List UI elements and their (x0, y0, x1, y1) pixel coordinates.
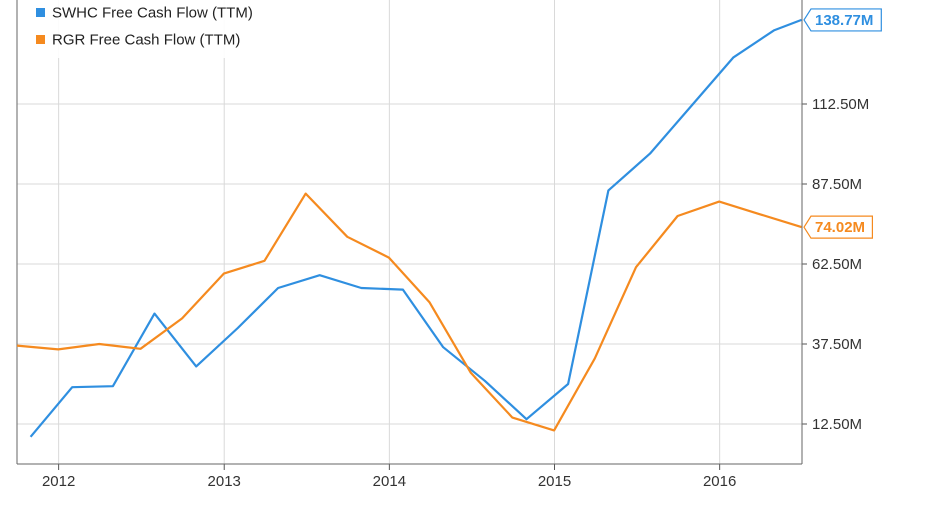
legend-label: SWHC Free Cash Flow (TTM) (52, 5, 253, 22)
axes: 12.50M 37.50M 62.50M 87.50M 112.50M 2012 2013 2… (16, 0, 869, 490)
x-tick-label: 2012 (42, 473, 75, 490)
x-tick-label: 2014 (373, 473, 406, 490)
x-tick-label: 2015 (538, 473, 571, 490)
end-labels: 138.77M 74.02M (803, 8, 882, 239)
end-label-box (803, 215, 873, 239)
x-tick-label: 2013 (208, 473, 241, 490)
end-label-value: 138.77M (815, 12, 873, 29)
legend-background (22, 0, 328, 58)
end-label-box (803, 8, 882, 32)
y-tick-label: 87.50M (812, 176, 862, 193)
y-tick-label: 12.50M (812, 416, 862, 433)
end-label-value: 74.02M (815, 219, 865, 236)
x-tick-label: 2016 (703, 473, 736, 490)
y-tick-label: 37.50M (812, 336, 862, 353)
series-lines (16, 18, 802, 438)
gridlines (17, 0, 802, 464)
y-tick-label: 62.50M (812, 256, 862, 273)
legend-label: RGR Free Cash Flow (TTM) (52, 32, 240, 49)
legend-swatch (36, 8, 45, 17)
y-tick-label: 112.50M (812, 96, 869, 113)
series-line-rgr (16, 192, 802, 432)
series-line-swhc (29, 18, 802, 438)
legend: SWHC Free Cash Flow (TTM) RGR Free Cash F… (22, 0, 328, 58)
end-label-swhc: 138.77M (803, 8, 882, 32)
legend-swatch (36, 35, 45, 44)
end-label-rgr: 74.02M (803, 215, 873, 239)
